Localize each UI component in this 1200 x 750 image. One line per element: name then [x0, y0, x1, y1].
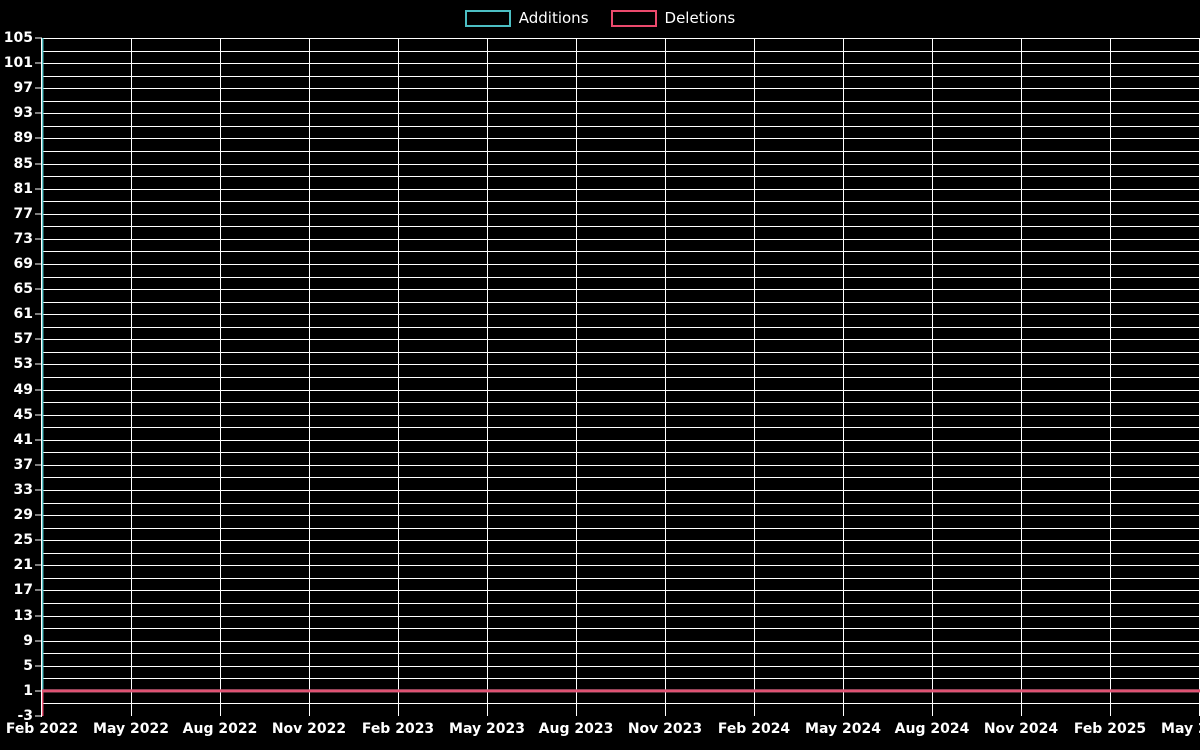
y-axis-tick-mark — [35, 188, 42, 190]
y-axis-tick-mark — [35, 87, 42, 89]
x-axis-tick-label: May 2025 — [1161, 721, 1200, 737]
y-axis-tick-label: 85 — [13, 155, 33, 172]
y-axis-tick-label: 73 — [13, 230, 33, 247]
y-axis-tick-label: 57 — [13, 331, 33, 348]
y-axis-tick-label: 81 — [13, 180, 33, 197]
legend-entry-deletions[interactable]: Deletions — [610, 9, 736, 27]
y-axis-tick-mark — [35, 213, 42, 215]
y-axis-tick-mark — [35, 539, 42, 541]
y-axis-tick-mark — [35, 363, 42, 365]
legend-entry-additions[interactable]: Additions — [464, 9, 589, 27]
y-axis-tick-mark — [35, 238, 42, 240]
y-axis-tick-label: 33 — [13, 482, 33, 498]
y-axis-tick-mark — [35, 665, 42, 667]
legend-label-deletions: Deletions — [664, 9, 736, 27]
y-axis-tick-mark — [35, 288, 42, 290]
y-axis-tick-mark — [35, 37, 42, 39]
x-axis-tick-label: Feb 2024 — [717, 721, 791, 737]
y-axis-tick-label: 93 — [13, 105, 33, 122]
x-axis-tick-label: May 2023 — [449, 721, 525, 737]
x-axis-tick-label: Aug 2023 — [538, 721, 614, 737]
y-axis-tick-label: 25 — [13, 532, 33, 549]
y-axis-tick-label: 65 — [13, 281, 33, 298]
y-axis-tick-mark — [35, 589, 42, 591]
y-axis-tick-mark — [35, 615, 42, 617]
y-axis-tick-label: 9 — [23, 632, 33, 649]
x-axis-tick-label: Nov 2023 — [627, 721, 703, 737]
chart-series-layer — [42, 38, 1200, 716]
y-axis-tick-mark — [35, 338, 42, 340]
y-axis-tick-label: 41 — [13, 431, 33, 448]
series-line-additions — [42, 38, 1200, 693]
y-axis-tick-mark — [35, 137, 42, 139]
y-axis-tick-label: 105 — [3, 30, 33, 46]
y-axis-tick-label: 89 — [13, 130, 33, 147]
plot-area — [42, 38, 1200, 716]
y-axis-tick-mark — [35, 640, 42, 642]
y-axis-tick-mark — [35, 62, 42, 64]
y-axis-tick-mark — [35, 690, 42, 692]
y-axis-tick-label: 45 — [13, 406, 33, 423]
legend-label-additions: Additions — [518, 9, 589, 27]
x-axis-tick-label: Feb 2022 — [5, 721, 79, 737]
y-axis-tick-mark — [35, 564, 42, 566]
y-axis-tick-label: 21 — [13, 557, 33, 574]
y-axis-tick-mark — [35, 263, 42, 265]
y-axis: 105 101 97 93 89 85 81 77 73 69 65 61 57 53 49 45 41 37 33… — [0, 31, 42, 723]
y-axis-tick-label: -3 — [17, 708, 33, 724]
legend-swatch-additions — [464, 9, 511, 27]
y-axis-tick-mark — [35, 313, 42, 315]
y-axis-tick-mark — [35, 715, 42, 717]
y-axis-tick-label: 77 — [13, 205, 33, 222]
y-axis-tick-label: 49 — [13, 381, 33, 398]
x-axis-tick-label: Feb 2023 — [361, 721, 435, 737]
y-axis-tick-mark — [35, 514, 42, 516]
y-axis-tick-label: 17 — [13, 582, 33, 599]
y-axis-tick-label: 37 — [13, 456, 33, 473]
y-axis-tick-label: 61 — [13, 306, 33, 323]
y-axis-tick-mark — [35, 414, 42, 416]
x-axis: Feb 2022 May 2022 Aug 2022 Nov 2022 Feb 2023… — [6, 721, 1200, 750]
x-axis-tick-label: Aug 2022 — [182, 721, 258, 737]
y-axis-tick-mark — [35, 112, 42, 114]
y-axis-tick-label: 29 — [13, 507, 33, 524]
y-axis-tick-mark — [35, 389, 42, 391]
y-axis-tick-label: 101 — [3, 55, 33, 72]
y-axis-tick-label: 97 — [13, 80, 33, 97]
x-axis-tick-label: Aug 2024 — [894, 721, 970, 737]
x-axis-tick-label: May 2022 — [93, 721, 169, 737]
x-axis-tick-label: Nov 2022 — [271, 721, 347, 737]
y-axis-tick-label: 1 — [23, 682, 33, 699]
y-axis-tick-label: 69 — [13, 256, 33, 272]
y-axis-tick-label: 5 — [23, 657, 33, 674]
y-axis-tick-mark — [35, 439, 42, 441]
y-axis-tick-mark — [35, 464, 42, 466]
x-axis-tick-label: Feb 2025 — [1073, 721, 1147, 737]
y-axis-tick-mark — [35, 489, 42, 491]
y-axis-tick-label: 13 — [13, 607, 33, 624]
y-axis-tick-mark — [35, 163, 42, 165]
series-line-deletions — [42, 689, 1200, 716]
chart-legend: Additions Deletions — [0, 0, 1200, 36]
x-axis-tick-label: May 2024 — [805, 721, 881, 737]
y-axis-tick-label: 53 — [13, 356, 33, 373]
legend-swatch-deletions — [610, 9, 657, 27]
x-axis-tick-label: Nov 2024 — [983, 721, 1059, 737]
